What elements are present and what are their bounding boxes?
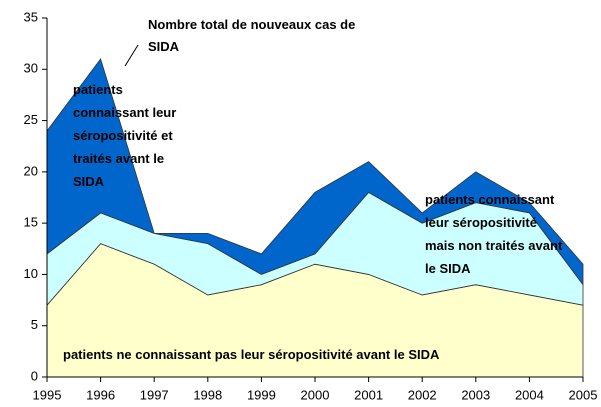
x-tick-label: 2005 bbox=[569, 387, 598, 402]
annotation: Nombre total de nouveaux cas de SIDA bbox=[148, 17, 356, 54]
y-tick-label: 35 bbox=[24, 9, 38, 24]
y-tick-label: 0 bbox=[31, 368, 38, 383]
y-tick-label: 25 bbox=[24, 112, 38, 127]
y-tick-label: 20 bbox=[24, 163, 38, 178]
x-tick-label: 2002 bbox=[408, 387, 437, 402]
x-tick-label: 1998 bbox=[193, 387, 222, 402]
x-tick-label: 2003 bbox=[461, 387, 490, 402]
x-tick-label: 1999 bbox=[247, 387, 276, 402]
series-label: patients connaissant leur séropositivité… bbox=[425, 192, 563, 276]
y-tick-label: 15 bbox=[24, 215, 38, 230]
x-tick-label: 1997 bbox=[140, 387, 169, 402]
leader-line bbox=[124, 44, 139, 67]
x-tick-label: 2004 bbox=[515, 387, 544, 402]
series-label: patients ne connaissant pas leur séropos… bbox=[63, 347, 440, 362]
area bbox=[46, 58, 584, 286]
x-tick-label: 1995 bbox=[33, 387, 62, 402]
x-tick-label: 1996 bbox=[86, 387, 115, 402]
x-tick-label: 2000 bbox=[301, 387, 330, 402]
y-tick-label: 5 bbox=[31, 317, 38, 332]
y-tick-label: 10 bbox=[24, 266, 38, 281]
x-tick-label: 2001 bbox=[354, 387, 383, 402]
y-tick-label: 30 bbox=[24, 61, 38, 76]
series-label: patients connaissant leur séropositivité… bbox=[73, 82, 177, 189]
